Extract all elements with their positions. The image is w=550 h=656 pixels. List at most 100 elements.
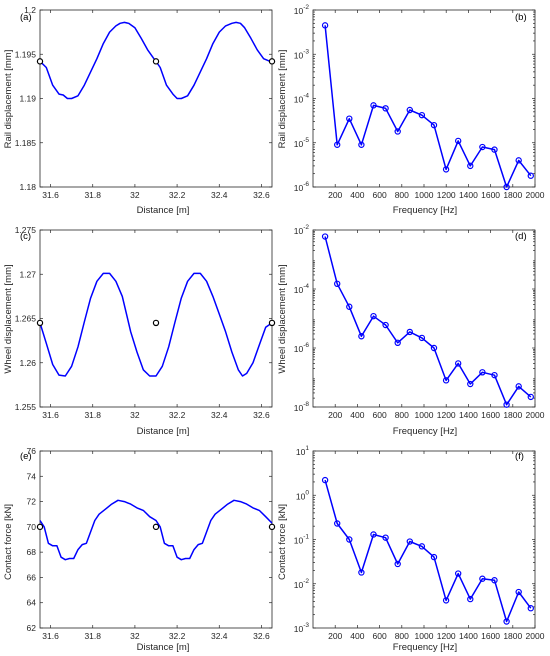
x-tick-label: 31.6 bbox=[42, 631, 59, 641]
y-tick-base: 10 bbox=[294, 580, 304, 590]
data-point bbox=[370, 102, 377, 109]
y-tick-base: 10 bbox=[294, 6, 304, 16]
y-tick-label: 64 bbox=[27, 598, 37, 608]
data-point bbox=[430, 121, 438, 129]
plot-frame bbox=[39, 9, 273, 188]
x-tick-label: 200 bbox=[328, 410, 342, 420]
y-axis-label: Wheel displacement [mm] bbox=[277, 264, 288, 373]
y-tick-label: 1.26 bbox=[19, 358, 36, 368]
x-tick-label: 1000 bbox=[415, 190, 434, 200]
x-tick-label: 2000 bbox=[526, 631, 545, 641]
data-point bbox=[321, 22, 329, 29]
x-tick-label: 1600 bbox=[481, 190, 500, 200]
series-line bbox=[324, 25, 532, 188]
y-tick-label: 10-3 bbox=[294, 48, 310, 60]
data-point bbox=[527, 172, 534, 179]
y-tick-label: 1.185 bbox=[15, 138, 37, 148]
x-tick-label: 32.4 bbox=[211, 410, 228, 420]
x-tick-label: 1400 bbox=[459, 410, 478, 420]
x-tick-label: 1400 bbox=[459, 631, 478, 641]
data-point bbox=[418, 543, 426, 550]
x-tick-label: 1800 bbox=[503, 410, 522, 420]
data-point bbox=[394, 128, 401, 135]
y-tick-label: 10-4 bbox=[294, 283, 310, 295]
data-point bbox=[370, 312, 377, 320]
y-tick-label: 101 bbox=[296, 445, 309, 457]
period-marker bbox=[36, 319, 44, 327]
x-tick-label: 400 bbox=[350, 190, 364, 200]
y-tick-label: 1.265 bbox=[15, 314, 37, 324]
y-axis-label: Contact force [kN] bbox=[277, 504, 288, 580]
y-tick-exponent: -2 bbox=[303, 224, 309, 231]
y-tick-label: 10-2 bbox=[294, 224, 310, 236]
x-tick-label: 1400 bbox=[459, 190, 478, 200]
data-point bbox=[442, 377, 450, 384]
period-marker bbox=[268, 319, 276, 327]
y-tick-label: 10-5 bbox=[294, 137, 310, 149]
y-tick-base: 10 bbox=[294, 183, 304, 193]
x-tick-label: 400 bbox=[350, 410, 364, 420]
data-point bbox=[358, 569, 365, 576]
y-tick-label: 10-6 bbox=[294, 181, 310, 193]
period-marker bbox=[36, 58, 44, 65]
y-tick-base: 10 bbox=[294, 536, 304, 546]
y-tick-exponent: -3 bbox=[303, 622, 309, 629]
series-line bbox=[39, 499, 273, 561]
y-axis-label: Wheel displacement [mm] bbox=[3, 264, 14, 373]
y-tick-label: 10-2 bbox=[294, 4, 310, 16]
y-tick-exponent: -1 bbox=[303, 534, 309, 541]
y-tick-exponent: -6 bbox=[303, 181, 309, 188]
x-tick-label: 200 bbox=[328, 631, 342, 641]
data-point bbox=[454, 360, 462, 367]
data-point bbox=[382, 105, 389, 112]
y-tick-label: 1.2 bbox=[24, 5, 36, 15]
y-tick-base: 10 bbox=[294, 624, 304, 634]
y-tick-label: 100 bbox=[296, 489, 309, 501]
data-point bbox=[503, 183, 510, 191]
x-tick-label: 1600 bbox=[481, 631, 500, 641]
x-axis-label: Frequency [Hz] bbox=[393, 426, 457, 437]
y-tick-base: 10 bbox=[294, 344, 304, 354]
y-tick-exponent: -6 bbox=[303, 342, 309, 349]
data-point bbox=[467, 162, 474, 170]
data-point bbox=[394, 339, 401, 347]
y-tick-label: 66 bbox=[27, 572, 37, 582]
data-point bbox=[503, 401, 510, 408]
x-tick-label: 32 bbox=[130, 631, 140, 641]
data-point bbox=[479, 575, 486, 582]
panel-b: (b) Frequency [Hz] Rail displacement [mm… bbox=[277, 4, 545, 216]
panel-label: (f) bbox=[515, 451, 524, 462]
panel-label: (c) bbox=[20, 231, 31, 242]
x-tick-label: 32 bbox=[130, 410, 140, 420]
panel-label: (d) bbox=[515, 231, 527, 242]
x-tick-label: 32.6 bbox=[253, 410, 270, 420]
panel-d: (d) Frequency [Hz] Wheel displacement [m… bbox=[277, 224, 545, 437]
plot-frame bbox=[312, 9, 536, 188]
data-point bbox=[333, 280, 341, 288]
x-tick-label: 31.8 bbox=[84, 190, 101, 200]
y-tick-exponent: -5 bbox=[303, 137, 309, 144]
data-point bbox=[321, 233, 329, 240]
y-tick-label: 1.19 bbox=[19, 94, 36, 104]
y-tick-label: 10-4 bbox=[294, 93, 310, 105]
x-tick-label: 32.2 bbox=[169, 190, 186, 200]
y-axis-label: Contact force [kN] bbox=[3, 504, 14, 580]
data-point bbox=[370, 531, 377, 538]
y-tick-label: 70 bbox=[27, 522, 37, 532]
series-line bbox=[39, 272, 273, 377]
period-marker bbox=[268, 523, 276, 531]
data-point bbox=[527, 605, 534, 612]
data-point bbox=[454, 137, 462, 145]
data-point bbox=[321, 476, 329, 484]
data-point bbox=[382, 534, 389, 541]
series-line bbox=[324, 236, 532, 406]
x-tick-label: 600 bbox=[373, 410, 387, 420]
x-tick-label: 2000 bbox=[526, 410, 545, 420]
panel-label: (e) bbox=[20, 451, 32, 462]
x-tick-label: 1000 bbox=[415, 631, 434, 641]
x-tick-label: 600 bbox=[373, 631, 387, 641]
data-point bbox=[358, 333, 365, 340]
data-point bbox=[491, 371, 498, 379]
plot-frame bbox=[312, 229, 536, 408]
x-tick-label: 31.6 bbox=[42, 190, 59, 200]
